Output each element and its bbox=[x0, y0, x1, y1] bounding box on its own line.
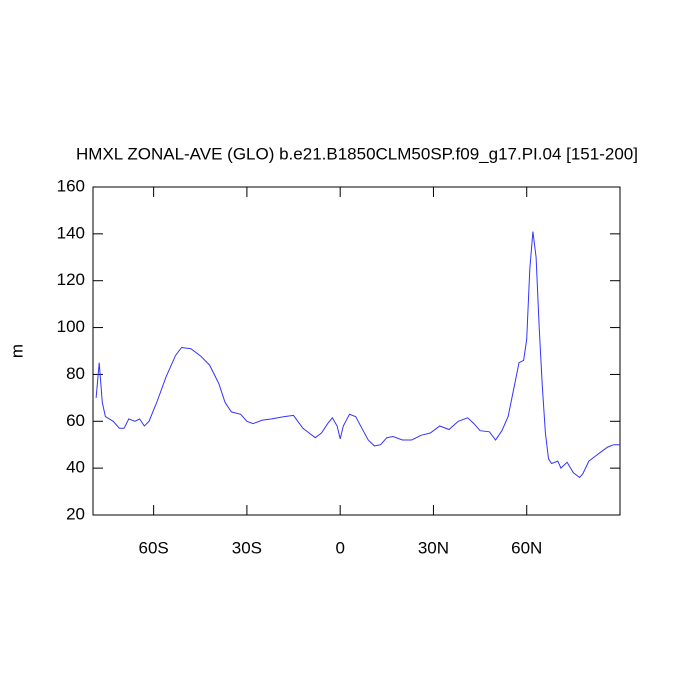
y-tick-label: 80 bbox=[66, 364, 85, 383]
x-tick-label: 0 bbox=[335, 538, 344, 557]
data-line bbox=[95, 231, 620, 479]
y-tick-label: 120 bbox=[57, 270, 85, 289]
x-tick-label: 60S bbox=[139, 538, 169, 557]
x-tick-label: 30N bbox=[418, 538, 449, 557]
y-axis-title: m bbox=[7, 344, 26, 358]
plot-frame bbox=[92, 186, 621, 516]
y-tick-label: 40 bbox=[66, 458, 85, 477]
x-tick-label: 60N bbox=[511, 538, 542, 557]
y-tick-label: 20 bbox=[66, 504, 85, 523]
chart-title: HMXL ZONAL-AVE (GLO) b.e21.B1850CLM50SP.… bbox=[76, 144, 638, 163]
y-tick-label: 100 bbox=[57, 317, 85, 336]
y-tick-label: 60 bbox=[66, 411, 85, 430]
y-tick-label: 160 bbox=[57, 176, 85, 195]
y-tick-label: 140 bbox=[57, 223, 85, 242]
x-tick-label: 30S bbox=[232, 538, 262, 557]
